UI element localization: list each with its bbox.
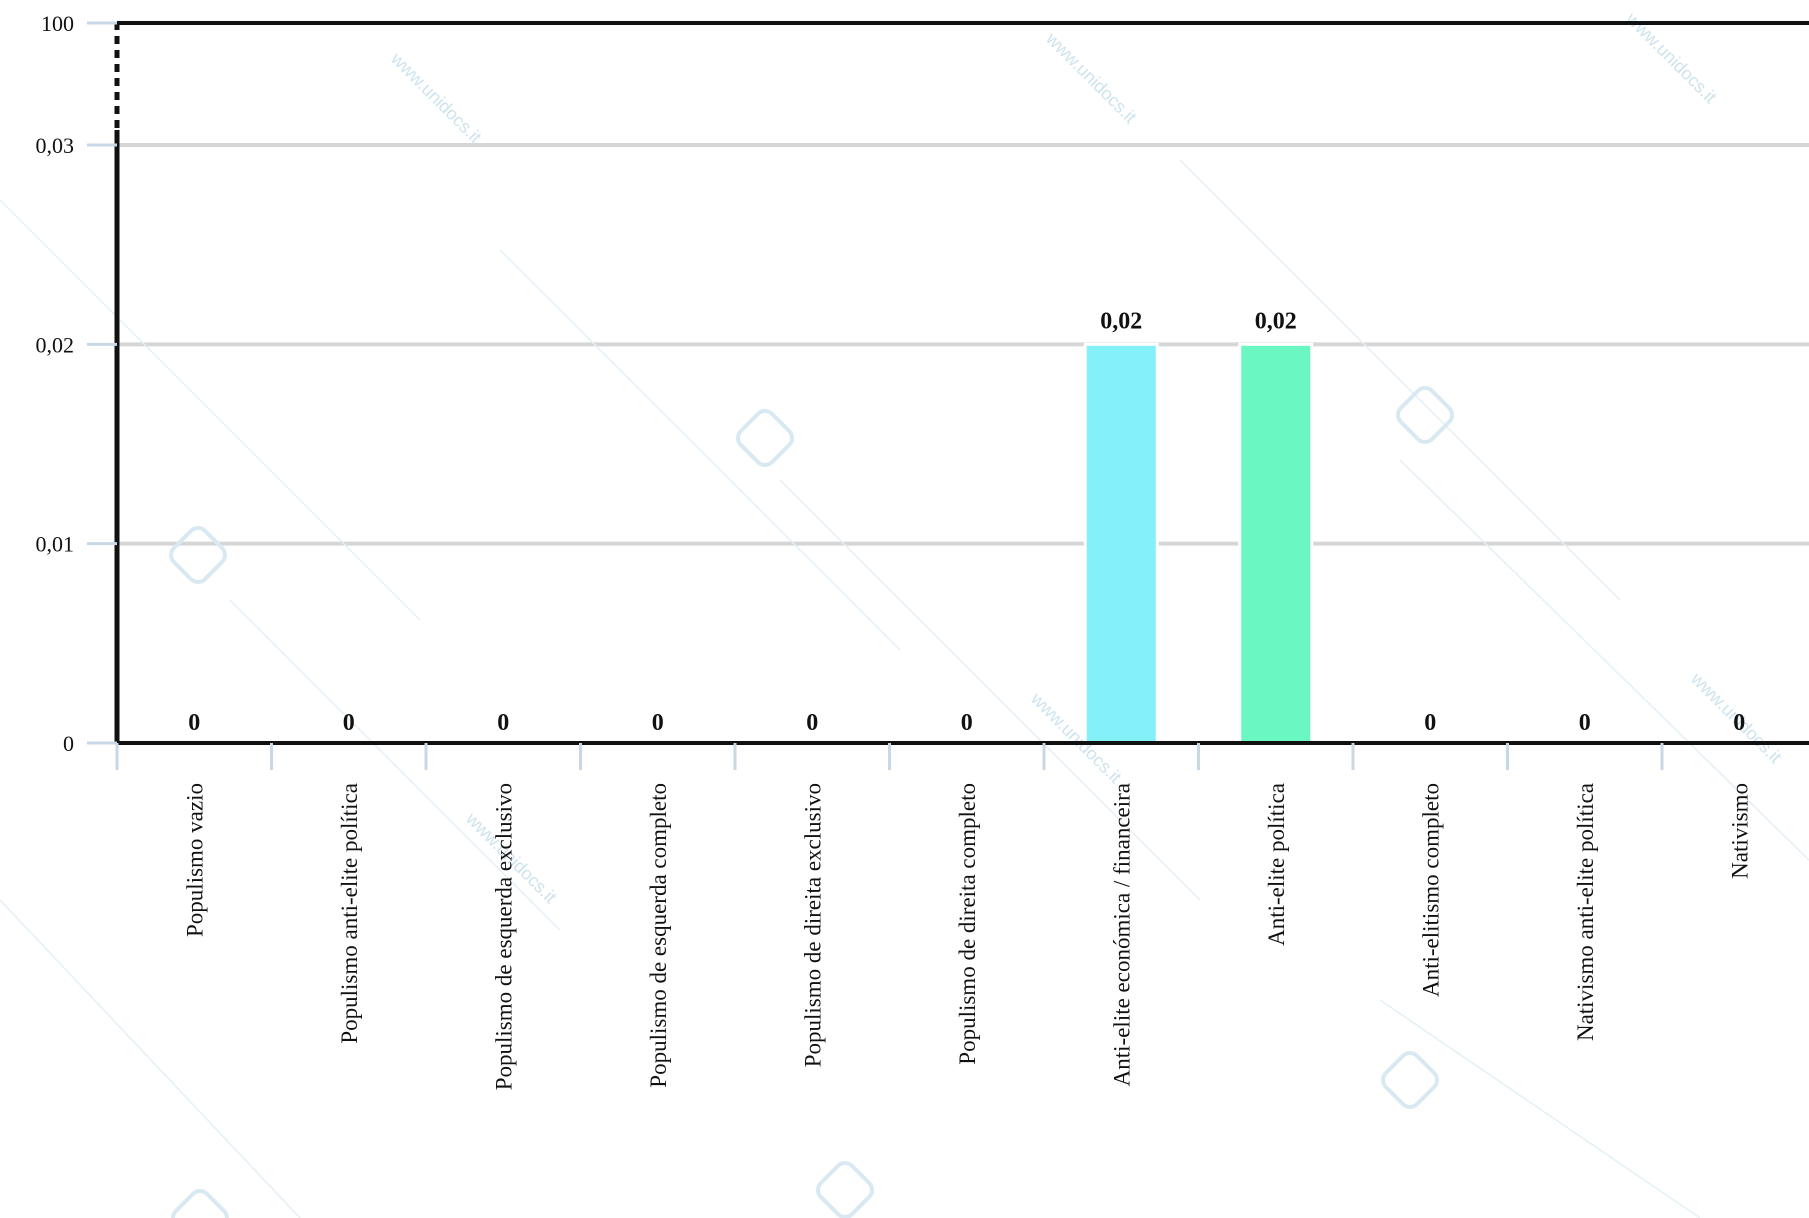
x-tick-label: Nativismo <box>1727 783 1752 879</box>
y-tick-label: 0,01 <box>36 532 75 557</box>
watermark-line <box>779 479 1201 901</box>
value-label: 0 <box>652 710 664 736</box>
value-label: 0 <box>961 710 973 736</box>
value-label: 0 <box>1579 710 1591 736</box>
value-label: 0 <box>497 710 509 736</box>
x-tick-label: Anti-elite económica / financeira <box>1109 783 1134 1086</box>
value-labels: 0 0 0 0 0 0 0,02 0,02 0 0 0 <box>188 308 1745 736</box>
x-tick-label: Nativismo anti-elite política <box>1573 783 1598 1041</box>
watermark-line <box>0 899 301 1218</box>
watermark-line <box>1379 999 1701 1218</box>
value-label: 0 <box>188 710 200 736</box>
watermark-layer: www.unidocs.it www.unidocs.it www.unidocs.… <box>0 8 1809 1218</box>
value-label: 0,02 <box>1255 308 1297 334</box>
unidocs-logo-icon <box>736 409 794 467</box>
bar <box>1083 342 1159 745</box>
y-tick-label: 0,02 <box>36 332 75 357</box>
unidocs-logo-icon <box>1396 386 1454 444</box>
y-tick-label: 0,03 <box>36 133 75 158</box>
x-tick-label: Populismo vazio <box>182 783 207 937</box>
watermark-line <box>499 249 901 651</box>
unidocs-logo-icon <box>171 1189 229 1218</box>
x-tick-label: Populismo de esquerda exclusivo <box>491 783 516 1090</box>
watermark-line <box>0 199 421 621</box>
y-tick-label: 0 <box>63 731 74 756</box>
x-tick-label: Populismo de direita exclusivo <box>800 783 825 1067</box>
watermark-line <box>229 599 561 931</box>
value-label: 0 <box>806 710 818 736</box>
watermark-text: www.unidocs.it <box>1041 28 1140 127</box>
x-axis-ticks: Populismo vazio Populismo anti-elite polí… <box>115 743 1752 1090</box>
x-tick-label: Anti-elitismo completo <box>1418 783 1443 997</box>
bars <box>1083 342 1314 745</box>
axes <box>114 21 1809 745</box>
x-tick-label: Populismo de direita completo <box>955 783 980 1065</box>
value-label: 0 <box>343 710 355 736</box>
watermark-line <box>1179 159 1621 601</box>
value-label: 0,02 <box>1100 308 1142 334</box>
y-tick-label: 100 <box>41 11 74 36</box>
bar <box>1238 342 1314 745</box>
x-tick-label: Populismo de esquerda completo <box>646 783 671 1088</box>
value-label: 0 <box>1424 710 1436 736</box>
value-label: 0 <box>1733 710 1745 736</box>
y-axis-ticks: 0 0,01 0,02 0,03 100 <box>36 11 117 756</box>
grid-lines <box>117 21 1809 546</box>
watermark-line <box>1399 459 1809 861</box>
unidocs-logo-icon <box>169 526 227 584</box>
watermark-text: www.unidocs.it <box>386 48 485 147</box>
unidocs-logo-icon <box>816 1161 874 1218</box>
x-tick-label: Populismo anti-elite política <box>337 783 362 1044</box>
unidocs-logo-icon <box>1381 1051 1439 1109</box>
x-tick-label: Anti-elite política <box>1264 783 1289 946</box>
